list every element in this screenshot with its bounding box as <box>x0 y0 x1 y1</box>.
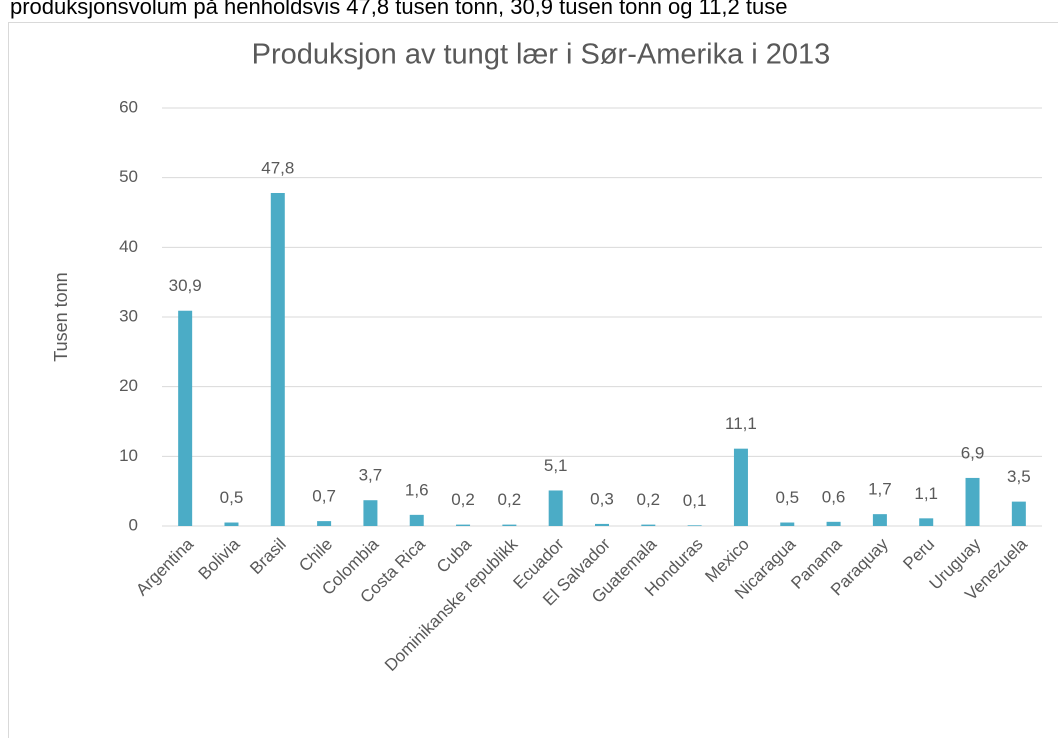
value-label: 30,9 <box>169 276 202 295</box>
y-tick-label: 0 <box>129 515 138 534</box>
value-label: 0,7 <box>312 487 336 506</box>
bar <box>780 522 795 526</box>
value-label: 0,2 <box>451 490 475 509</box>
bar <box>872 514 887 526</box>
bar <box>687 525 702 526</box>
bar <box>965 477 980 526</box>
x-tick-label: Chile <box>295 535 336 576</box>
x-tick-label: Bolivia <box>195 534 244 583</box>
bar <box>919 518 934 526</box>
y-tick-label: 50 <box>119 167 138 186</box>
bar <box>317 521 332 526</box>
bar <box>595 523 609 526</box>
value-label: 0,5 <box>220 488 244 507</box>
bar <box>224 522 239 526</box>
bar <box>1011 501 1026 526</box>
bar <box>548 490 563 526</box>
value-label: 1,6 <box>405 480 429 499</box>
value-label: 3,7 <box>359 466 383 485</box>
y-axis-label: Tusen tonn <box>51 272 71 361</box>
chart-border <box>8 22 1058 738</box>
bar <box>826 521 841 526</box>
value-label: 1,7 <box>868 480 892 499</box>
value-label: 0,2 <box>498 490 522 509</box>
bar <box>409 514 424 526</box>
y-tick-label: 20 <box>119 376 138 395</box>
y-tick-label: 10 <box>119 446 138 465</box>
x-tick-label: Peru <box>899 535 938 574</box>
value-label: 5,1 <box>544 456 568 475</box>
value-label: 1,1 <box>914 484 938 503</box>
x-tick-label: Argentina <box>132 534 197 599</box>
value-label: 0,5 <box>775 488 799 507</box>
bar <box>178 310 193 526</box>
y-tick-label: 40 <box>119 237 138 256</box>
bar <box>502 524 517 526</box>
bar <box>456 524 471 526</box>
value-label: 0,3 <box>590 489 614 508</box>
value-label: 0,6 <box>822 487 846 506</box>
value-label: 11,1 <box>725 414 757 433</box>
context-text: produksjonsvolum på henholdsvis 47,8 tus… <box>10 0 787 19</box>
bar <box>641 524 656 526</box>
value-label: 0,2 <box>636 490 660 509</box>
bar <box>270 192 285 526</box>
value-label: 47,8 <box>261 158 294 177</box>
value-label: 6,9 <box>961 443 985 462</box>
y-tick-label: 30 <box>119 306 138 325</box>
y-tick-label: 60 <box>119 97 138 116</box>
bar <box>733 448 748 526</box>
bar <box>363 500 378 526</box>
x-tick-label: Cuba <box>433 534 476 577</box>
value-label: 0,1 <box>683 491 707 510</box>
value-label: 3,5 <box>1007 467 1031 486</box>
chart-title: Produksjon av tungt lær i Sør-Amerika i … <box>252 39 831 71</box>
x-tick-label: Brasil <box>246 535 289 578</box>
